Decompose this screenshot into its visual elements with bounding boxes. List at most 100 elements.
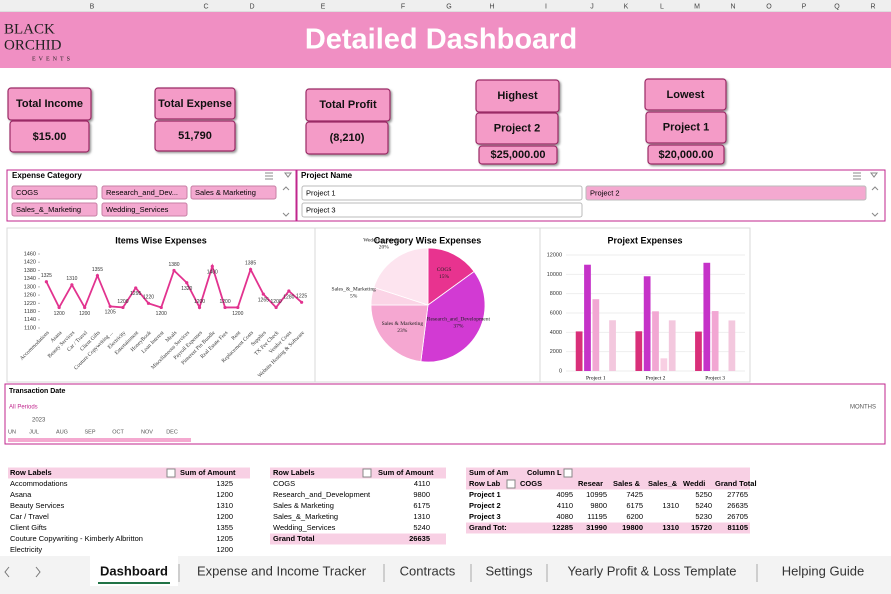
slicer-item[interactable]	[101, 202, 188, 217]
slicer-item[interactable]	[101, 185, 188, 200]
timeline-month[interactable]: AUG	[56, 429, 68, 435]
pivot-cell: 19800	[622, 523, 643, 532]
chart-title: Items Wise Expenses	[115, 235, 206, 245]
pie-label: Sales_&_Marketing	[332, 286, 377, 292]
bar	[668, 320, 676, 371]
filter-dropdown[interactable]	[362, 468, 372, 478]
y-tick-label: 1100	[24, 325, 36, 331]
pivot-caption: Sum of Am	[469, 468, 509, 477]
data-label: 1200	[117, 299, 128, 305]
slicer-item[interactable]	[11, 185, 98, 200]
pie-value-label: 15%	[439, 274, 450, 280]
line-point	[108, 304, 112, 309]
line-point	[300, 300, 304, 304]
pivot-cell: Wedding_Services	[273, 523, 336, 532]
data-label: 1200	[79, 311, 90, 317]
column-header: L	[660, 3, 664, 10]
pivot-header-bg	[8, 467, 250, 479]
timeline-month[interactable]: NOV	[141, 429, 153, 435]
pivot-cell: 26635	[409, 534, 430, 543]
y-tick-label: 8000	[550, 291, 562, 297]
slicer-item-label: Project 3	[306, 205, 336, 214]
pivot-cell: COGS	[273, 479, 295, 488]
sheet-tab[interactable]: Dashboard	[100, 563, 168, 578]
kpi-value: $20,000.00	[658, 149, 713, 161]
slicer-item[interactable]	[301, 202, 583, 218]
bar	[703, 262, 711, 371]
pivot-cell: 26705	[727, 512, 748, 521]
slicer-item-label: Research_and_Dev...	[106, 188, 178, 197]
kpi-cards	[7, 78, 727, 165]
slicer-item[interactable]	[301, 185, 583, 201]
timeline-month[interactable]: UN	[8, 429, 16, 435]
pivot-cell: Project 2	[469, 501, 501, 510]
column-header: B	[90, 3, 95, 10]
slicer-item[interactable]	[190, 185, 277, 200]
sheet-tab[interactable]: Yearly Profit & Loss Template	[567, 563, 736, 578]
column-header: H	[489, 3, 494, 10]
sheet-tab[interactable]: Expense and Income Tracker	[197, 563, 367, 578]
pie-label: Wedding_Services	[363, 237, 404, 243]
logo-line: EVENTS	[32, 56, 73, 62]
kpi-label: Total Expense	[158, 98, 232, 110]
timeline-month[interactable]: DEC	[166, 429, 178, 435]
pie-slice	[420, 270, 486, 363]
pivot-cell: 4110	[414, 479, 430, 488]
bar	[711, 311, 719, 371]
line-point	[146, 301, 151, 305]
sheet-tab[interactable]: Settings	[486, 563, 533, 578]
pivot-cell: Couture Copywriting - Kimberly Albritton	[10, 534, 143, 543]
line-point	[248, 267, 253, 272]
column-header: K	[624, 3, 629, 10]
x-tick-label: Project 1	[586, 375, 606, 381]
timeline-month[interactable]: SEP	[84, 429, 95, 435]
pie-value-label: 37%	[453, 323, 464, 329]
timeline-title: Transaction Date	[9, 388, 66, 395]
pivot-cell: 1310	[413, 512, 430, 521]
sheet-tab[interactable]: Helping Guide	[782, 563, 864, 578]
slicer-item[interactable]	[585, 185, 867, 201]
filter-dropdown[interactable]	[563, 468, 573, 478]
y-tick-label: 2000	[550, 349, 562, 355]
bar	[609, 320, 616, 371]
filter-dropdown[interactable]	[166, 468, 176, 478]
tab-scroll-arrows[interactable]	[4, 566, 41, 578]
sheet-tab[interactable]: Contracts	[400, 563, 456, 578]
pivot-cell: Grand Tot:	[469, 523, 507, 532]
pivot-cell: 11195	[587, 512, 607, 521]
timeline-month[interactable]: JUL	[29, 429, 39, 435]
column-header: J	[590, 3, 594, 10]
bar	[660, 358, 668, 371]
filter-dropdown[interactable]	[506, 479, 516, 489]
data-label: 1280	[283, 294, 294, 300]
dashboard-title: Detailed Dashboard	[305, 24, 577, 56]
data-label: 1220	[143, 295, 154, 301]
kpi-label-box	[154, 87, 236, 120]
pivot-header: Resear	[578, 479, 603, 488]
pie-slice	[427, 247, 475, 306]
pivot-cell: 1200	[216, 512, 233, 521]
kpi-value: $15.00	[33, 131, 67, 143]
pie-value-label: 5%	[350, 293, 358, 299]
pie-label: Sales & Marketing	[382, 321, 424, 327]
pie-slice	[373, 247, 429, 306]
pivot-cell: 6175	[626, 501, 643, 510]
pivot-cell: Beauty Services	[10, 501, 64, 510]
pivot-cell: Sales & Marketing	[273, 501, 334, 510]
pivot-caption: Column L	[527, 468, 562, 477]
pivot-cell: 26635	[727, 501, 748, 510]
pivot-total-bg	[466, 522, 750, 534]
kpi-label-box	[7, 87, 92, 121]
y-tick-label: 1140	[24, 317, 36, 323]
column-header: Q	[834, 3, 840, 10]
pivot-cell: Project 1	[469, 490, 501, 499]
kpi-value-box	[154, 120, 236, 152]
data-label: 1265	[258, 297, 269, 303]
bar	[652, 311, 659, 371]
slicer-item[interactable]	[11, 202, 98, 217]
timeline-month[interactable]: OCT	[112, 429, 124, 435]
x-tick-label: Project 2	[646, 375, 666, 381]
pivot-header: Row Labels	[273, 468, 315, 477]
pivot-caption-bg	[466, 467, 750, 479]
